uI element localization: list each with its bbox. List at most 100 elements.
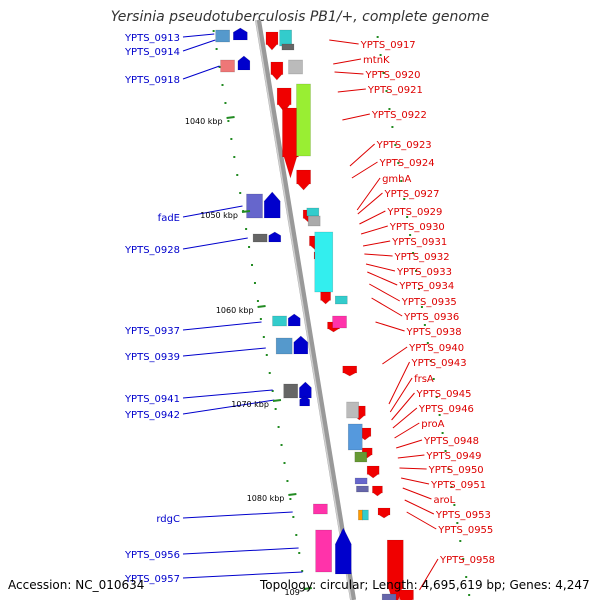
ruler-dot (245, 228, 248, 230)
gene-label-left: fadE (158, 213, 180, 224)
forward-gene-arrow (366, 465, 380, 479)
ruler-dot (388, 108, 391, 110)
gene-label-right: YPTS_0950 (428, 465, 484, 476)
reverse-gene-arrow (293, 335, 309, 355)
ruler-dot (280, 444, 283, 446)
reverse-gene-arrow (299, 395, 310, 407)
leader-line (182, 237, 248, 250)
leader-line (389, 377, 413, 413)
ruler-dot (236, 174, 239, 176)
ruler-dot (391, 126, 394, 128)
leader-line (365, 263, 396, 272)
gene-label-right: YPTS_0938 (406, 327, 462, 338)
gene-block (288, 59, 303, 75)
label-leader-lines (182, 33, 439, 591)
leader-line (369, 283, 401, 302)
gene-label-right: YPTS_0924 (379, 158, 435, 169)
gene-block (314, 231, 334, 293)
ruler-dot (382, 72, 385, 74)
forward-gene-arrow (320, 291, 331, 305)
ruler-dot (271, 390, 274, 392)
leader-line (356, 177, 381, 211)
gene-block (358, 509, 363, 521)
leader-line (391, 392, 415, 421)
leader-line (334, 71, 364, 75)
scale-tick (303, 587, 312, 590)
gene-label-right: mtnK (363, 55, 390, 66)
gene-label-right: YPTS_0940 (408, 343, 464, 354)
ruler-dot (447, 468, 450, 470)
gene-block (354, 451, 368, 463)
map-title: Yersinia pseudotuberculosis PB1/+, compl… (110, 9, 490, 25)
ruler-dot (415, 270, 418, 272)
gene-label-left: YPTS_0918 (124, 75, 180, 86)
backbone-highlight (255, 19, 352, 600)
leader-line (367, 271, 398, 286)
ruler-dot (259, 318, 262, 320)
ruler-dot (409, 234, 412, 236)
gene-block (215, 29, 230, 43)
reverse-gene-arrow (268, 231, 282, 243)
gene-labels: YPTS_0913 YPTS_0914 YPTS_0918 fadE YPTS_0928… (124, 33, 495, 585)
gene-label-right: YPTS_0930 (389, 222, 445, 233)
leader-line (401, 477, 430, 485)
gene-block (347, 423, 363, 451)
leader-line (394, 422, 420, 439)
scale-tick (226, 116, 235, 119)
scale-tick-label: 1070 kbp (231, 400, 269, 409)
scale-tick-label: 1060 kbp (216, 306, 254, 315)
gene-label-left: YPTS_0928 (124, 245, 180, 256)
gene-label-left: YPTS_0942 (124, 410, 180, 421)
leader-line (337, 88, 366, 93)
gene-label-right: YPTS_0951 (430, 480, 486, 491)
reverse-gene-arrow (263, 191, 281, 219)
gene-block (346, 401, 359, 419)
reverse-gene-arrow (237, 55, 251, 71)
gene-block (354, 477, 368, 485)
genome-backbone (255, 19, 357, 600)
gene-block (272, 315, 287, 327)
ruler-dot (429, 360, 432, 362)
ruler-dot (215, 48, 218, 50)
ruler-dot (441, 432, 444, 434)
leader-line (333, 58, 362, 65)
leader-line (362, 240, 391, 247)
leader-line (382, 346, 408, 365)
ruler-dot (417, 288, 420, 290)
gene-label-right: YPTS_0948 (423, 436, 479, 447)
ruler-dot (253, 282, 256, 284)
gene-label-right: YPTS_0927 (383, 189, 439, 200)
gene-label-right: YPTS_0932 (394, 252, 450, 263)
ruler-dot (432, 378, 435, 380)
ruler-dot (426, 342, 429, 344)
leader-line (182, 39, 216, 52)
ruler-dot (277, 426, 280, 428)
gene-block (356, 485, 369, 493)
gene-label-right: YPTS_0946 (418, 404, 474, 415)
gene-block (296, 83, 311, 157)
gene-label-right: YPTS_0931 (391, 237, 447, 248)
leader-line (182, 33, 215, 38)
ruler-dot (423, 324, 426, 326)
ruler-dot (438, 414, 441, 416)
ruler-dot (456, 522, 459, 524)
ruler-dot (435, 396, 438, 398)
leader-line (360, 225, 388, 235)
ruler-dot (256, 300, 259, 302)
leader-line (329, 39, 359, 45)
ruler-dot (268, 372, 271, 374)
gene-block (315, 529, 332, 573)
leader-line (396, 439, 423, 449)
ruler-dot (453, 504, 456, 506)
accession-text: Accession: NC_010634 (8, 578, 145, 592)
topology-text: Topology: circular; Length: 4,695,619 bp… (260, 578, 590, 592)
leader-line (375, 321, 405, 332)
leader-line (182, 399, 275, 415)
gene-block (306, 207, 320, 217)
gene-block (307, 215, 321, 227)
gene-label-right: YPTS_0935 (401, 297, 457, 308)
leader-line (342, 113, 370, 121)
ruler-dot (289, 498, 292, 500)
ruler-dot (468, 594, 471, 596)
